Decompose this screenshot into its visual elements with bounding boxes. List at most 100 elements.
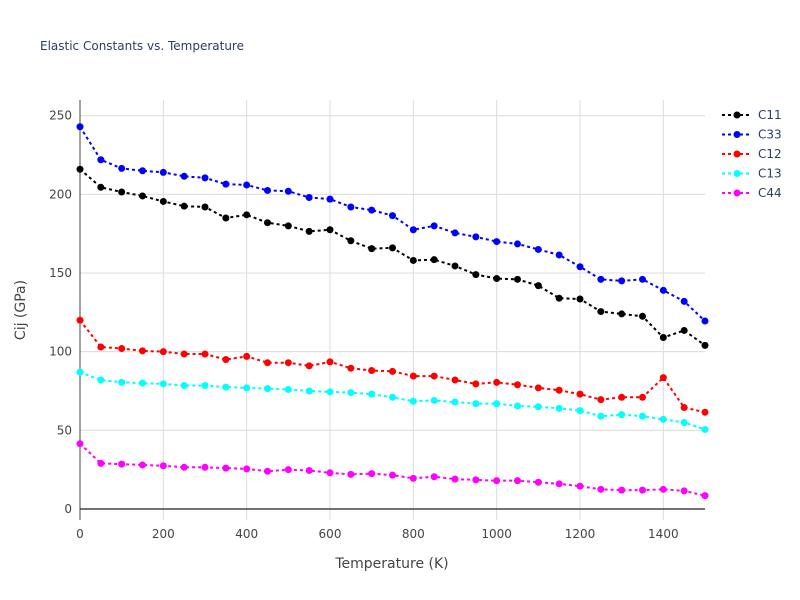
data-point-C13[interactable]	[597, 412, 605, 420]
data-point-C11[interactable]	[639, 312, 646, 320]
data-point-C12[interactable]	[597, 396, 605, 404]
legend-item-C44[interactable]: C44	[722, 186, 782, 200]
data-point-C13[interactable]	[555, 404, 563, 412]
data-point-C11[interactable]	[222, 214, 230, 222]
data-point-C11[interactable]	[201, 203, 209, 211]
data-point-C33[interactable]	[514, 240, 521, 248]
data-point-C44[interactable]	[243, 465, 251, 473]
data-point-C11[interactable]	[326, 226, 334, 234]
data-point-C12[interactable]	[389, 367, 396, 375]
data-point-C13[interactable]	[409, 397, 417, 405]
data-point-C44[interactable]	[201, 463, 209, 471]
data-point-C44[interactable]	[493, 477, 501, 485]
data-point-C11[interactable]	[139, 192, 146, 200]
data-point-C12[interactable]	[534, 384, 542, 392]
data-point-C44[interactable]	[139, 461, 146, 469]
data-point-C13[interactable]	[326, 388, 334, 396]
data-point-C12[interactable]	[222, 356, 230, 364]
data-point-C44[interactable]	[514, 477, 521, 485]
data-point-C33[interactable]	[284, 187, 292, 195]
data-point-C12[interactable]	[284, 359, 292, 367]
data-point-C33[interactable]	[659, 286, 667, 294]
data-point-C13[interactable]	[284, 385, 292, 393]
data-point-C11[interactable]	[576, 295, 584, 303]
data-point-C33[interactable]	[451, 229, 459, 237]
data-point-C44[interactable]	[76, 440, 84, 448]
data-point-C13[interactable]	[368, 390, 376, 398]
data-point-C13[interactable]	[97, 376, 105, 384]
data-point-C33[interactable]	[389, 212, 396, 220]
data-point-C44[interactable]	[597, 485, 605, 493]
data-point-C13[interactable]	[159, 380, 167, 388]
data-point-C33[interactable]	[118, 164, 126, 172]
data-point-C33[interactable]	[97, 156, 105, 164]
data-point-C13[interactable]	[243, 384, 251, 392]
data-point-C33[interactable]	[264, 186, 271, 194]
data-point-C44[interactable]	[430, 473, 438, 481]
data-point-C33[interactable]	[701, 317, 709, 325]
data-point-C12[interactable]	[159, 348, 167, 356]
data-point-C33[interactable]	[639, 275, 646, 283]
data-point-C12[interactable]	[326, 358, 334, 366]
data-point-C44[interactable]	[118, 460, 126, 468]
data-point-C44[interactable]	[180, 463, 188, 471]
data-point-C12[interactable]	[264, 359, 271, 367]
data-point-C12[interactable]	[347, 364, 355, 372]
data-point-C33[interactable]	[326, 195, 334, 203]
data-point-C44[interactable]	[389, 471, 396, 479]
data-point-C11[interactable]	[284, 222, 292, 230]
data-point-C44[interactable]	[618, 486, 626, 494]
data-point-C11[interactable]	[159, 197, 167, 205]
data-point-C13[interactable]	[639, 412, 646, 420]
data-point-C11[interactable]	[701, 341, 709, 349]
data-point-C13[interactable]	[76, 368, 84, 376]
data-point-C13[interactable]	[451, 398, 459, 406]
data-point-C33[interactable]	[76, 123, 84, 131]
data-point-C33[interactable]	[159, 168, 167, 176]
data-point-C11[interactable]	[180, 202, 188, 210]
data-point-C11[interactable]	[264, 219, 271, 227]
data-point-C11[interactable]	[597, 308, 605, 316]
data-point-C13[interactable]	[180, 382, 188, 390]
data-point-C12[interactable]	[201, 350, 209, 358]
data-point-C33[interactable]	[201, 174, 209, 182]
legend-item-C11[interactable]: C11	[722, 108, 782, 122]
data-point-C13[interactable]	[493, 400, 501, 408]
data-point-C33[interactable]	[576, 263, 584, 271]
data-point-C33[interactable]	[222, 180, 230, 188]
data-point-C11[interactable]	[76, 165, 84, 173]
data-point-C44[interactable]	[701, 492, 709, 500]
data-point-C44[interactable]	[264, 467, 271, 475]
data-point-C12[interactable]	[76, 316, 84, 324]
data-point-C11[interactable]	[243, 211, 251, 219]
data-point-C44[interactable]	[284, 466, 292, 474]
data-point-C44[interactable]	[555, 480, 563, 488]
data-point-C33[interactable]	[139, 167, 146, 175]
data-point-C13[interactable]	[514, 402, 521, 410]
data-point-C12[interactable]	[555, 386, 563, 394]
data-point-C11[interactable]	[118, 188, 126, 196]
data-point-C33[interactable]	[305, 194, 313, 202]
data-point-C44[interactable]	[680, 487, 688, 495]
data-point-C44[interactable]	[305, 466, 313, 474]
data-point-C11[interactable]	[618, 310, 626, 318]
data-point-C12[interactable]	[472, 380, 480, 388]
data-point-C13[interactable]	[430, 396, 438, 404]
data-point-C12[interactable]	[618, 393, 626, 401]
data-point-C33[interactable]	[680, 297, 688, 305]
data-point-C13[interactable]	[472, 400, 480, 408]
data-point-C33[interactable]	[243, 181, 251, 189]
data-point-C13[interactable]	[201, 382, 209, 390]
data-point-C12[interactable]	[493, 378, 501, 386]
data-point-C11[interactable]	[659, 334, 667, 342]
data-point-C33[interactable]	[618, 277, 626, 285]
data-point-C13[interactable]	[576, 407, 584, 415]
legend-item-C12[interactable]: C12	[722, 147, 782, 161]
data-point-C13[interactable]	[618, 411, 626, 419]
data-point-C44[interactable]	[576, 482, 584, 490]
data-point-C44[interactable]	[472, 476, 480, 484]
data-point-C13[interactable]	[389, 393, 396, 401]
data-point-C33[interactable]	[430, 222, 438, 230]
legend-item-C33[interactable]: C33	[722, 128, 782, 142]
data-point-C11[interactable]	[368, 245, 376, 253]
